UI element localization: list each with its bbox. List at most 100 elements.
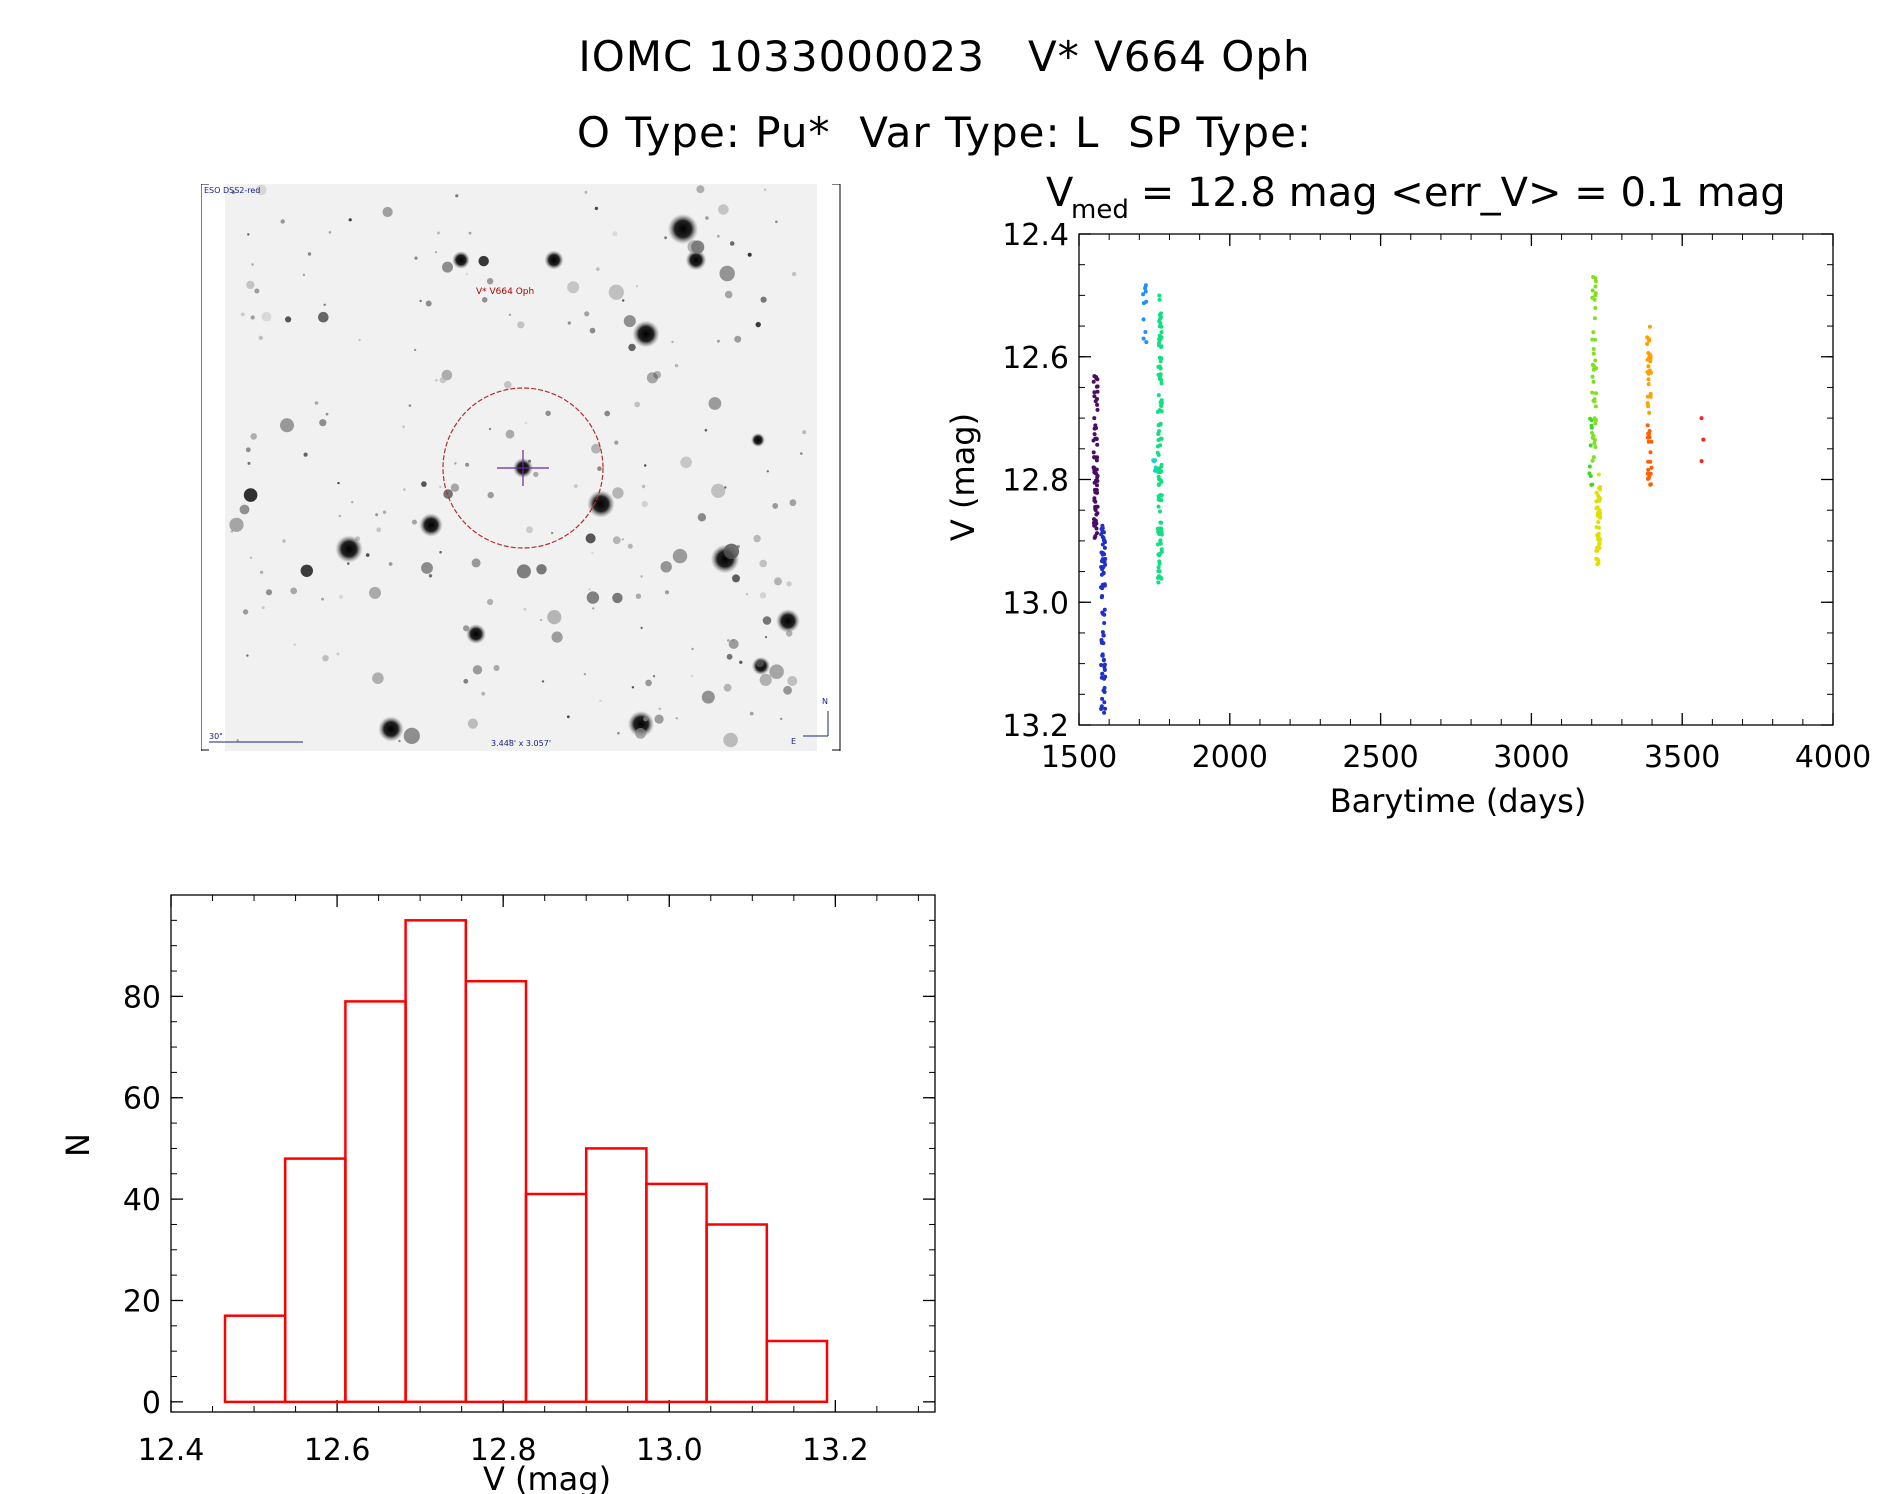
star [786,630,793,637]
data-point [1645,394,1650,399]
star [645,679,652,687]
data-point [1156,494,1161,499]
data-point [1591,379,1596,384]
x-tick-label: 12.6 [304,1433,371,1468]
star [455,194,459,198]
data-point [1156,504,1161,509]
data-point [1156,469,1160,474]
star [338,514,342,518]
star [335,535,363,563]
star [614,440,619,445]
data-point [1091,450,1096,455]
star [382,510,387,514]
data-point [1590,337,1595,342]
star [246,654,249,657]
data-point [1649,465,1654,470]
data-point [1102,700,1107,705]
star [759,559,767,568]
star [516,564,531,579]
star [247,461,251,465]
histogram-axes: 12.4 12.6 12.8 13.0 13.2 0 20 40 60 80 [123,894,936,1468]
star [551,631,563,643]
star [640,626,643,630]
data-point [1647,355,1652,360]
star [759,673,772,686]
star [635,593,642,599]
star [300,564,313,577]
data-point [1102,686,1107,690]
star [375,513,379,517]
data-point [1094,512,1099,517]
data-point [1591,367,1596,372]
y-tick-label: 13.2 [1002,709,1069,744]
data-point [1102,668,1107,672]
data-point [1646,382,1651,387]
data-point [1101,633,1106,638]
star [612,231,618,237]
star [711,483,726,498]
y-tick-label: 20 [123,1284,161,1319]
data-point [1141,292,1146,297]
data-point [1100,586,1105,591]
star [608,284,624,300]
star [680,456,692,469]
data-point [1091,379,1096,384]
data-point [1093,471,1098,475]
data-point [1102,607,1107,612]
star [428,574,433,578]
star [487,598,494,606]
star [764,635,768,639]
data-point [1591,330,1596,335]
star [769,664,784,679]
data-point [1092,467,1097,472]
data-point [1095,455,1100,460]
light-curve-axes: 1500 2000 2500 3000 3500 4000 12.4 12.6 12.8 13.0… [1002,218,1871,775]
star [802,430,807,435]
data-point [1155,542,1160,547]
scale-label: 30" [209,732,223,741]
data-point [1099,527,1104,531]
star [256,184,267,196]
star [705,216,709,220]
data-point [1099,675,1104,680]
data-point [1102,583,1107,588]
star [591,551,594,554]
data-point [1095,407,1100,412]
x-tick-label: 13.2 [802,1433,869,1468]
star [644,464,647,467]
star [245,447,251,453]
data-point [1144,340,1149,345]
data-point [1100,611,1105,616]
light-curve-xlabel: Barytime (days) [1330,782,1587,820]
star [672,548,688,564]
star [635,285,639,288]
star [421,562,433,574]
data-point [1593,293,1598,298]
star [280,219,285,224]
star [696,185,705,194]
data-point [1156,431,1161,436]
star [691,240,705,254]
data-point [1094,526,1099,531]
data-point [1645,423,1650,428]
chart-title-line2: O Type: Pu* Var Type: L SP Type: [576,108,1313,157]
data-point [1102,560,1107,564]
star [258,335,263,340]
data-point [1100,671,1105,676]
star [259,570,264,574]
star [585,533,596,544]
histogram-bar [645,1182,708,1404]
data-point [1092,522,1097,527]
data-point [1158,509,1162,514]
data-point [1156,474,1161,479]
y-tick-label: 0 [142,1386,161,1421]
star [612,592,623,604]
star [541,680,545,683]
light-curve-plot: V med = 12.8 mag <err_V> = 0.1 mag 1500 2… [944,170,1871,820]
star [408,404,412,407]
star [640,575,643,578]
data-point [1156,372,1161,377]
star [726,653,733,660]
x-tick-label: 12.4 [138,1433,205,1468]
y-tick-label: 12.8 [1002,464,1069,499]
